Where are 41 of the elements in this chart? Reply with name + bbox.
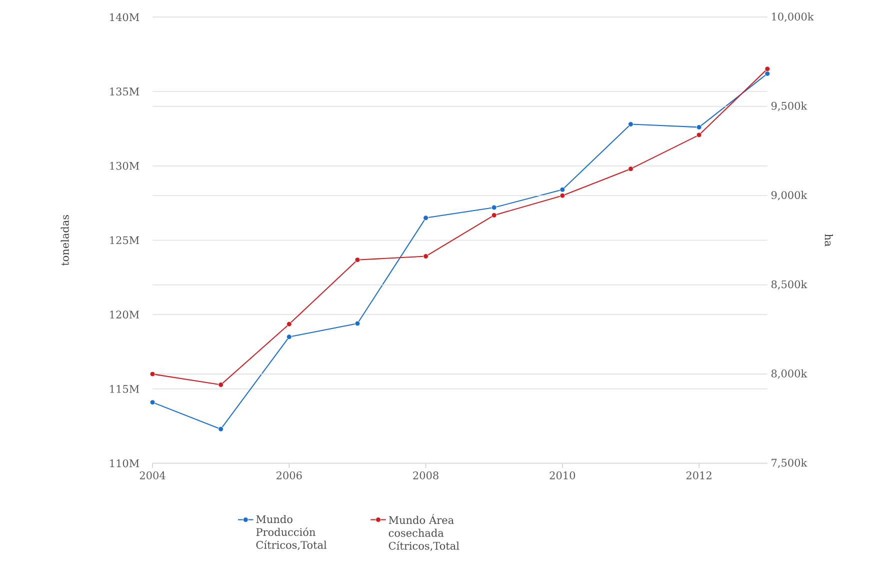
y-tick-label: 125M [110, 236, 140, 244]
point [560, 192, 566, 198]
point [286, 334, 292, 340]
y2-tick-label: 8,000k [771, 369, 808, 379]
y-axis-title: toneladas [60, 214, 69, 266]
point [354, 256, 360, 262]
y2-tick-label: 7,500k [772, 458, 808, 468]
point [560, 186, 566, 192]
point [764, 70, 770, 76]
point [628, 166, 634, 172]
x-tick-label: 2008 [413, 471, 438, 480]
y-tick-label: 135M [110, 87, 140, 96]
point [764, 66, 770, 72]
y-tick-label: 120M [110, 310, 140, 318]
y2-tick-label: 9,000k [771, 190, 808, 200]
y-tick-label: 115M [110, 384, 140, 393]
x-tick-label: 2004 [140, 471, 166, 480]
point [286, 321, 292, 327]
y2-tick-label: 9,500k [771, 101, 808, 111]
legend-label: Mundo Área cosechada Cítricos,Total [388, 514, 460, 551]
y2-axis-title: ha [824, 234, 833, 246]
legend-label: Mundo Producción Cítricos,Total [256, 514, 327, 550]
x-tick-label: 2010 [550, 471, 576, 480]
x-tick-label: 2006 [276, 471, 302, 480]
y-tick-label: 130M [110, 162, 140, 170]
point [423, 214, 429, 220]
point [491, 204, 497, 210]
y-tick-label: 110M [110, 459, 140, 468]
x-tick-label: 2012 [686, 471, 712, 480]
point [150, 371, 156, 377]
point [628, 121, 634, 127]
point [150, 399, 156, 405]
y2-tick-label: 8,500k [771, 280, 808, 290]
point [423, 253, 429, 259]
point [696, 124, 702, 130]
point [218, 382, 224, 388]
point [491, 212, 497, 218]
point [354, 320, 360, 326]
point [218, 426, 224, 432]
y-tick-label: 140M [110, 12, 140, 21]
y2-tick-label: 10,000k [772, 12, 814, 22]
